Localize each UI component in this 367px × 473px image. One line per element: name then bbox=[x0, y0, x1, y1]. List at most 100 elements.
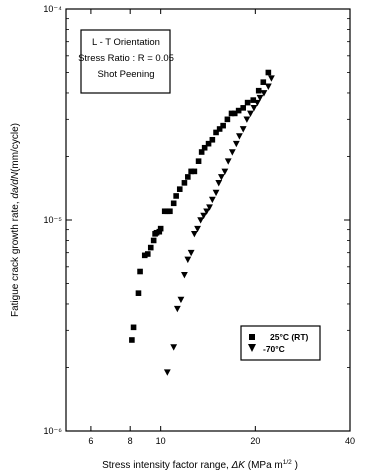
point-25c bbox=[260, 79, 267, 85]
point-25c bbox=[129, 337, 135, 343]
annotation-line-1: L - T Orientation bbox=[92, 37, 160, 48]
legend: 25°C (RT) -70°C bbox=[240, 325, 321, 361]
point-minus70c bbox=[243, 116, 251, 123]
x-axis-title-close: ) bbox=[292, 460, 298, 471]
point-25c bbox=[240, 105, 247, 111]
point-minus70c bbox=[200, 212, 208, 220]
x-axis-title-unit: (MPa m bbox=[245, 460, 283, 471]
point-25c bbox=[244, 99, 251, 106]
point-minus70c bbox=[177, 296, 185, 304]
point-minus70c bbox=[194, 225, 201, 233]
point-25c bbox=[224, 116, 231, 123]
point-minus70c bbox=[221, 168, 229, 175]
point-25c bbox=[176, 186, 183, 192]
point-25c bbox=[173, 193, 179, 199]
point-minus70c bbox=[228, 149, 236, 156]
point-minus70c bbox=[217, 174, 225, 181]
point-25c bbox=[188, 168, 194, 175]
point-25c bbox=[170, 200, 177, 207]
x-tick-label: 20 bbox=[250, 436, 260, 446]
point-minus70c bbox=[181, 271, 188, 279]
y-axis-title-symbol: da/dN bbox=[10, 171, 21, 198]
point-25c bbox=[167, 208, 173, 215]
x-axis-title: Stress intensity factor range, ΔK (MPa m… bbox=[102, 459, 298, 471]
point-minus70c bbox=[253, 99, 261, 107]
y-axis-ticks: 10⁻⁶ 10⁻⁵ 10⁻⁴ bbox=[43, 4, 350, 436]
point-minus70c bbox=[264, 83, 272, 90]
point-25c bbox=[209, 136, 216, 143]
point-25c bbox=[156, 228, 163, 235]
point-minus70c bbox=[247, 110, 254, 118]
legend-marker-triangle bbox=[248, 344, 256, 352]
y-axis-title-unit: (mm/cycle) bbox=[10, 123, 21, 172]
point-25c bbox=[150, 237, 157, 244]
legend-marker-square bbox=[249, 334, 255, 340]
point-minus70c bbox=[260, 90, 268, 97]
point-25c bbox=[198, 149, 205, 155]
point-minus70c bbox=[239, 126, 247, 133]
x-axis-title-exponent: 1/2 bbox=[283, 459, 292, 466]
x-tick-label: 8 bbox=[128, 436, 133, 446]
point-25c bbox=[205, 140, 212, 147]
point-minus70c bbox=[203, 208, 211, 215]
point-minus70c bbox=[170, 344, 178, 351]
x-tick-label: 6 bbox=[88, 436, 93, 446]
point-minus70c bbox=[173, 305, 181, 313]
point-25c bbox=[235, 107, 242, 114]
legend-label-minus70c: -70°C bbox=[263, 344, 285, 354]
point-minus70c bbox=[256, 94, 264, 102]
point-minus70c bbox=[215, 180, 223, 187]
point-25c bbox=[231, 110, 238, 117]
point-25c bbox=[147, 244, 154, 251]
point-25c bbox=[141, 252, 148, 259]
point-minus70c bbox=[184, 256, 192, 264]
point-25c bbox=[201, 144, 208, 151]
annotation-box: L - T Orientation Stress Ratio : R = 0.0… bbox=[78, 29, 174, 94]
point-25c bbox=[216, 126, 223, 132]
point-minus70c bbox=[224, 158, 232, 165]
annotation-line-3: Shot Peening bbox=[97, 69, 154, 80]
point-25c bbox=[213, 129, 219, 136]
point-minus70c bbox=[236, 133, 243, 140]
y-tick-label: 10⁻⁵ bbox=[44, 215, 63, 225]
x-axis-ticks: 6 8 10 20 40 bbox=[88, 9, 355, 446]
point-25c bbox=[185, 174, 191, 180]
series-25c-markers bbox=[129, 69, 272, 343]
point-25c bbox=[228, 110, 235, 117]
point-minus70c bbox=[212, 189, 220, 197]
point-25c bbox=[130, 324, 137, 331]
point-25c bbox=[157, 225, 164, 232]
point-25c bbox=[191, 168, 198, 175]
point-minus70c bbox=[190, 231, 198, 238]
point-minus70c bbox=[197, 217, 205, 224]
point-25c bbox=[265, 69, 272, 76]
point-25c bbox=[144, 251, 151, 257]
point-25c bbox=[255, 87, 262, 94]
point-25c bbox=[195, 158, 202, 164]
x-axis-title-symbol: ΔK bbox=[231, 460, 247, 471]
y-axis-title: Fatigue crack growth rate, da/dN(mm/cycl… bbox=[10, 123, 21, 317]
x-tick-label: 10 bbox=[156, 436, 166, 446]
annotation-line-2: Stress Ratio : R = 0.05 bbox=[78, 53, 174, 64]
point-25c bbox=[137, 268, 143, 275]
legend-frame bbox=[240, 325, 321, 361]
point-minus70c bbox=[250, 105, 258, 112]
x-tick-label: 40 bbox=[345, 436, 355, 446]
x-axis-title-prefix: Stress intensity factor range, bbox=[102, 460, 232, 471]
y-axis-title-prefix: Fatigue crack growth rate, bbox=[10, 199, 21, 317]
point-25c bbox=[135, 290, 142, 296]
series-minus70c-markers bbox=[163, 75, 275, 376]
y-tick-label: 10⁻⁶ bbox=[44, 426, 63, 436]
point-25c bbox=[220, 122, 226, 129]
y-tick-label: 10⁻⁴ bbox=[43, 4, 62, 14]
point-minus70c bbox=[208, 196, 216, 204]
legend-label-25c: 25°C (RT) bbox=[270, 332, 309, 342]
point-minus70c bbox=[206, 204, 213, 211]
point-25c bbox=[181, 180, 188, 186]
annotation-box-frame bbox=[80, 29, 171, 94]
point-minus70c bbox=[268, 75, 275, 82]
point-minus70c bbox=[187, 249, 195, 257]
point-25c bbox=[250, 97, 257, 103]
point-minus70c bbox=[163, 369, 171, 376]
